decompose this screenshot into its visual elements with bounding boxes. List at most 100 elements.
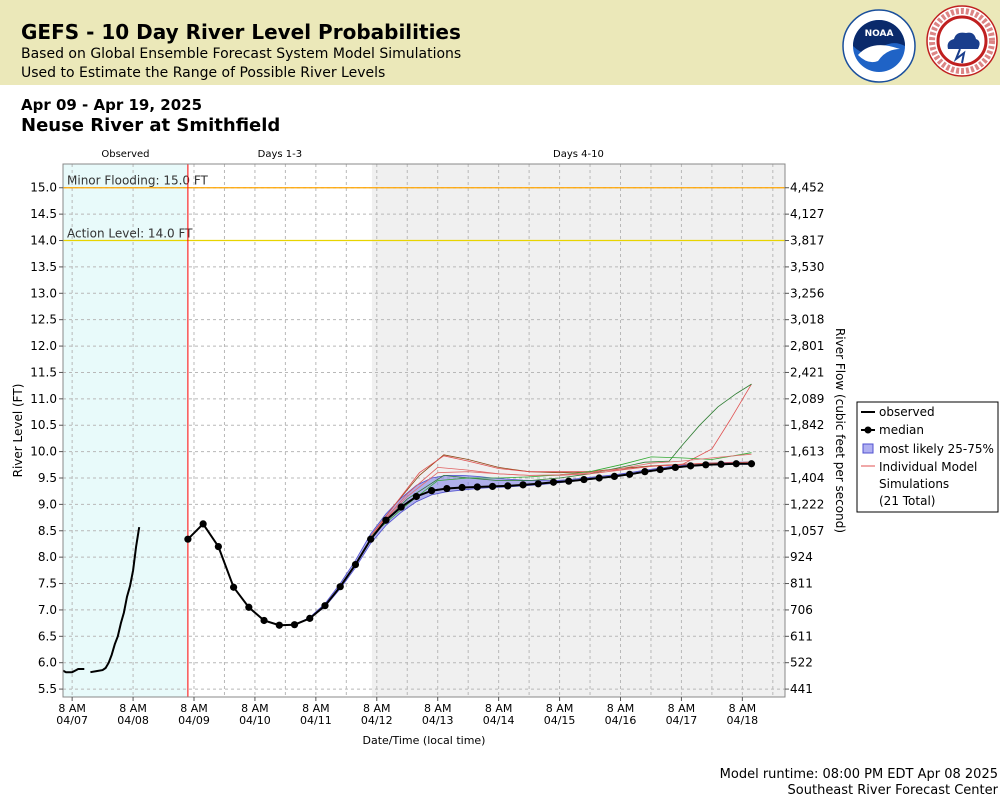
x-tick-time: 8 AM [607,702,635,715]
y2-tick-label: 4,452 [790,181,824,195]
median-point [214,542,222,551]
median-point [580,475,588,484]
x-tick-time: 8 AM [180,702,208,715]
nws-logo[interactable] [926,5,998,77]
y-tick-label: 11.0 [30,392,57,406]
ensemble-member-3 [370,461,752,537]
x-tick-date: 04/14 [483,714,515,727]
median-point [229,583,238,591]
legend-label-band: most likely 25-75% [879,442,994,456]
forecast-center: Southeast River Forecast Center [787,783,998,798]
y-tick-label: 8.0 [38,550,57,564]
median-point [473,483,481,491]
x-tick-date: 04/16 [605,714,637,727]
x-tick-time: 8 AM [119,702,147,715]
y2-axis-title: River Flow (cubic feet per second) [833,328,847,533]
x-tick-time: 8 AM [424,702,452,715]
y-tick-label: 13.0 [30,286,57,300]
median-point [732,460,740,468]
median-point [260,616,268,625]
x-tick-date: 04/17 [666,714,698,727]
median-point [641,468,649,476]
median-point [367,535,375,543]
legend-marker-median [864,426,872,434]
y2-tick-label: 3,530 [790,260,824,274]
legend-box [856,401,999,513]
median-point [443,484,451,493]
x-tick-date: 04/15 [544,714,576,727]
observed-period-shade [63,164,188,697]
legend-label-total: (21 Total) [879,494,935,508]
median-point [747,460,756,468]
y-tick-label: 14.0 [30,234,57,248]
median-point [397,503,405,511]
x-tick-time: 8 AM [546,702,574,715]
x-tick-date: 04/09 [178,714,210,727]
x-tick-date: 04/10 [239,714,271,727]
legend-label-members: Individual Model Simulations [879,460,977,491]
median-point [534,480,542,488]
page-title: GEFS - 10 Day River Level Probabilities [21,20,461,44]
median-point [428,487,436,495]
y-tick-label: 10.5 [30,418,57,432]
river-level-chart: Observed Days 1-3 Days 4-10 Minor Flooding:… [11,149,999,747]
median-point [656,465,664,474]
x-tick-date: 04/18 [726,714,758,727]
median-point [610,472,619,481]
x-tick-time: 8 AM [58,702,86,715]
y2-tick-label: 1,222 [790,497,824,511]
noaa-logo[interactable]: NOAA [842,9,916,83]
y-tick-label: 6.5 [38,629,57,643]
y-tick-label: 5.5 [38,682,57,696]
median-point [306,614,314,622]
model-runtime: Model runtime: 08:00 PM EDT Apr 08 2025 [719,767,998,782]
y-tick-label: 8.5 [38,524,57,538]
median-point [488,482,497,491]
nws-logo-ring [929,8,995,74]
y2-tick-label: 1,842 [790,418,824,432]
median-point [184,535,192,543]
date-range: Apr 09 - Apr 19, 2025 [21,96,203,114]
ensemble-member-5 [370,453,752,537]
y-tick-label: 12.5 [30,313,57,327]
x-tick-date: 04/13 [422,714,454,727]
y2-tick-label: 3,256 [790,286,824,300]
x-tick-date: 04/11 [300,714,332,727]
x-tick-date: 04/07 [56,714,88,727]
page-subtitle-2: Used to Estimate the Range of Possible R… [21,65,386,81]
y2-tick-label: 2,801 [790,339,824,353]
y-tick-label: 7.0 [38,603,57,617]
median-point [504,482,512,490]
y-tick-label: 13.5 [30,260,57,274]
y2-tick-label: 611 [790,629,813,643]
legend-label-observed: observed [879,405,935,419]
y2-tick-label: 441 [790,682,813,696]
y2-tick-label: 1,057 [790,524,824,538]
median-point [321,602,329,610]
legend-label-median: median [879,423,924,437]
y-tick-label: 11.5 [30,365,57,379]
median-point [290,621,299,629]
x-tick-date: 04/08 [117,714,149,727]
y-tick-label: 9.0 [38,497,57,511]
median-point [549,478,558,486]
x-tick-time: 8 AM [729,702,757,715]
x-tick-time: 8 AM [241,702,269,715]
y2-tick-label: 3,018 [790,313,824,327]
y2-tick-label: 2,089 [790,392,824,406]
x-axis-title: Date/Time (local time) [363,734,486,747]
y2-tick-label: 1,404 [790,471,824,485]
plot-frame [62,163,786,698]
median-point [245,603,253,611]
y-tick-label: 6.0 [38,656,57,670]
y-tick-label: 14.5 [30,207,57,221]
median-point [702,461,710,469]
y2-tick-label: 1,613 [790,445,824,459]
y2-tick-label: 706 [790,603,813,617]
x-tick-time: 8 AM [363,702,391,715]
y2-tick-label: 811 [790,577,813,591]
observed-line-1 [90,526,141,674]
median-point [458,483,466,492]
y-tick-label: 9.5 [38,471,57,485]
median-point [519,481,527,489]
